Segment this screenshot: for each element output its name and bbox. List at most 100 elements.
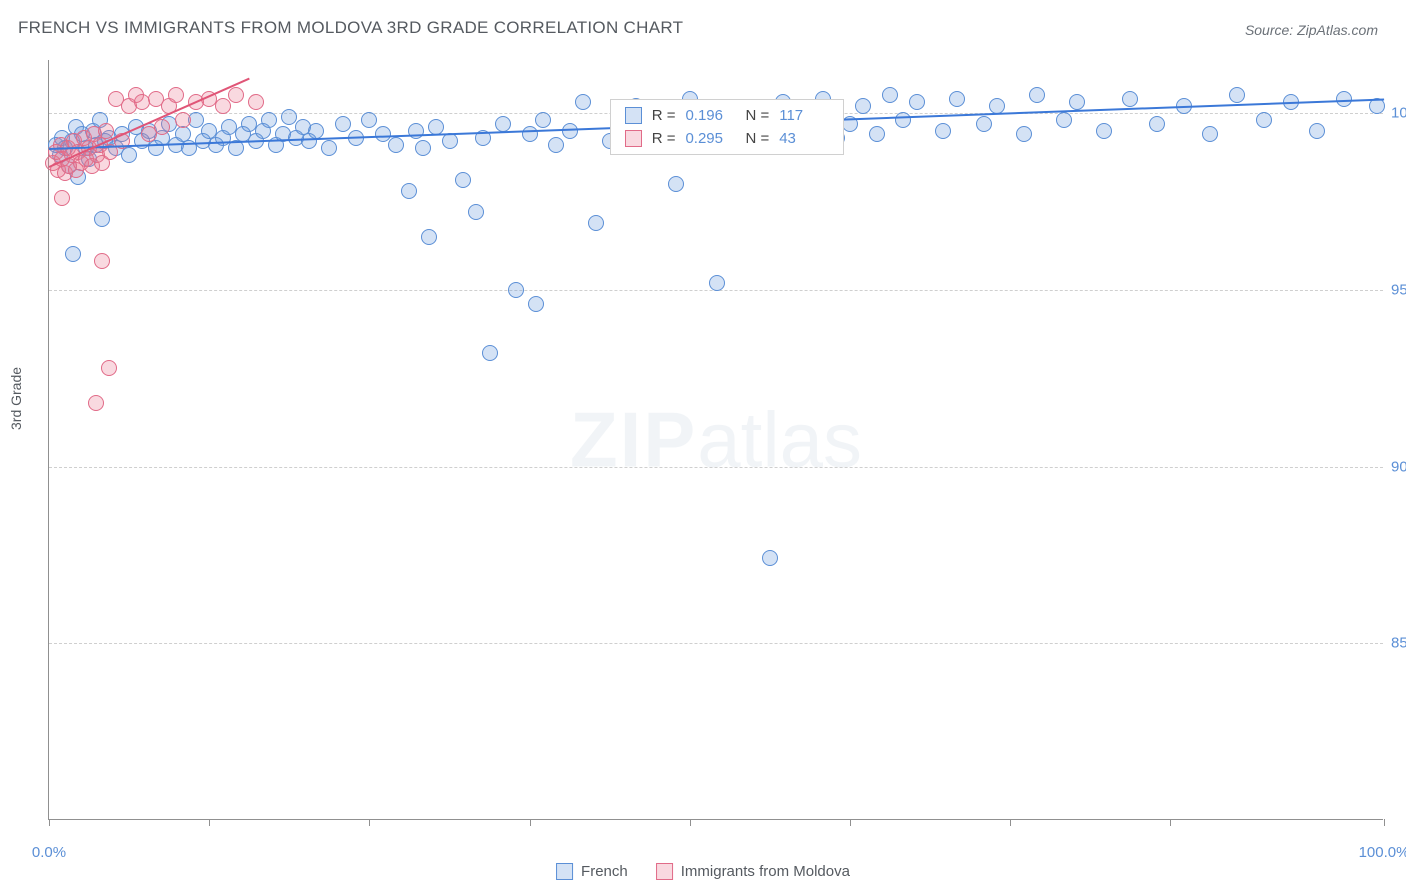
scatter-point — [949, 91, 965, 107]
x-tick — [1010, 819, 1011, 826]
stats-swatch — [625, 107, 642, 124]
scatter-point — [535, 112, 551, 128]
scatter-point — [1202, 126, 1218, 142]
scatter-point — [401, 183, 417, 199]
scatter-point — [895, 112, 911, 128]
scatter-point — [588, 215, 604, 231]
watermark-rest: atlas — [697, 395, 862, 483]
x-tick-label: 100.0% — [1359, 844, 1406, 861]
scatter-point — [54, 190, 70, 206]
scatter-point — [709, 275, 725, 291]
gridline-h — [49, 643, 1383, 644]
scatter-point — [455, 172, 471, 188]
scatter-point — [94, 211, 110, 227]
gridline-h — [49, 467, 1383, 468]
scatter-point — [548, 137, 564, 153]
n-label: N = — [745, 107, 769, 124]
scatter-point — [228, 87, 244, 103]
stats-legend-row: R = 0.295 N = 43 — [611, 127, 844, 150]
bottom-legend: French Immigrants from Moldova — [556, 863, 850, 880]
x-tick — [530, 819, 531, 826]
scatter-point — [335, 116, 351, 132]
stats-legend: R = 0.196 N = 117 R = 0.295 N = 43 — [610, 99, 845, 155]
x-tick — [850, 819, 851, 826]
x-tick — [1170, 819, 1171, 826]
scatter-point — [168, 87, 184, 103]
watermark-bold: ZIP — [570, 395, 697, 483]
chart-plot-area: ZIPatlas 85.0%90.0%95.0%100.0%0.0%100.0%… — [48, 60, 1383, 820]
r-label: R = — [652, 107, 676, 124]
x-tick — [1384, 819, 1385, 826]
r-label: R = — [652, 130, 676, 147]
stats-swatch — [625, 130, 642, 147]
scatter-point — [361, 112, 377, 128]
legend-swatch-french — [556, 863, 573, 880]
n-value: 43 — [779, 130, 829, 147]
y-tick-label: 85.0% — [1391, 635, 1406, 652]
scatter-point — [1229, 87, 1245, 103]
legend-label-french: French — [581, 863, 628, 880]
scatter-point — [522, 126, 538, 142]
stats-legend-row: R = 0.196 N = 117 — [611, 104, 844, 127]
scatter-point — [261, 112, 277, 128]
scatter-point — [101, 360, 117, 376]
scatter-point — [989, 98, 1005, 114]
r-value: 0.295 — [685, 130, 735, 147]
x-tick — [369, 819, 370, 826]
scatter-point — [528, 296, 544, 312]
scatter-point — [855, 98, 871, 114]
y-tick-label: 90.0% — [1391, 458, 1406, 475]
scatter-point — [869, 126, 885, 142]
n-value: 117 — [779, 107, 829, 124]
x-tick — [49, 819, 50, 826]
scatter-point — [88, 395, 104, 411]
scatter-point — [98, 123, 114, 139]
scatter-point — [762, 550, 778, 566]
x-tick — [209, 819, 210, 826]
scatter-point — [1122, 91, 1138, 107]
scatter-point — [1069, 94, 1085, 110]
scatter-point — [935, 123, 951, 139]
legend-label-moldova: Immigrants from Moldova — [681, 863, 850, 880]
scatter-point — [94, 253, 110, 269]
scatter-point — [421, 229, 437, 245]
source-prefix: Source: — [1245, 22, 1297, 38]
scatter-point — [121, 147, 137, 163]
y-tick-label: 95.0% — [1391, 281, 1406, 298]
scatter-point — [482, 345, 498, 361]
chart-title: FRENCH VS IMMIGRANTS FROM MOLDOVA 3RD GR… — [18, 18, 683, 38]
scatter-point — [442, 133, 458, 149]
scatter-point — [882, 87, 898, 103]
scatter-point — [1029, 87, 1045, 103]
scatter-point — [388, 137, 404, 153]
scatter-point — [1096, 123, 1112, 139]
source-name: ZipAtlas.com — [1297, 22, 1378, 38]
legend-item-french: French — [556, 863, 628, 880]
x-tick — [690, 819, 691, 826]
scatter-point — [1309, 123, 1325, 139]
scatter-point — [1149, 116, 1165, 132]
scatter-point — [575, 94, 591, 110]
scatter-point — [248, 94, 264, 110]
scatter-point — [508, 282, 524, 298]
scatter-point — [1016, 126, 1032, 142]
legend-item-moldova: Immigrants from Moldova — [656, 863, 850, 880]
scatter-point — [308, 123, 324, 139]
scatter-point — [415, 140, 431, 156]
scatter-point — [215, 98, 231, 114]
scatter-point — [909, 94, 925, 110]
source-attribution: Source: ZipAtlas.com — [1245, 22, 1378, 38]
scatter-point — [468, 204, 484, 220]
y-tick-label: 100.0% — [1391, 105, 1406, 122]
watermark: ZIPatlas — [570, 394, 862, 485]
legend-swatch-moldova — [656, 863, 673, 880]
scatter-point — [65, 246, 81, 262]
y-axis-label: 3rd Grade — [8, 367, 24, 430]
r-value: 0.196 — [685, 107, 735, 124]
scatter-point — [175, 112, 191, 128]
scatter-point — [976, 116, 992, 132]
scatter-point — [154, 119, 170, 135]
x-tick-label: 0.0% — [32, 844, 66, 861]
scatter-point — [1056, 112, 1072, 128]
n-label: N = — [745, 130, 769, 147]
